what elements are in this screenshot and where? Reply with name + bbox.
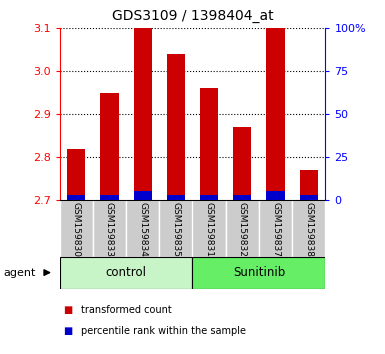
Text: GSM159832: GSM159832 — [238, 202, 247, 257]
Bar — [67, 195, 85, 200]
Bar — [126, 200, 159, 257]
Text: GSM159833: GSM159833 — [105, 202, 114, 257]
Bar — [192, 200, 226, 257]
Bar — [93, 200, 126, 257]
Bar — [200, 88, 218, 200]
Text: GSM159835: GSM159835 — [171, 202, 181, 257]
Bar — [192, 257, 325, 289]
Bar — [60, 257, 192, 289]
Text: transformed count: transformed count — [81, 305, 172, 315]
Bar — [67, 149, 85, 200]
Bar — [233, 195, 251, 200]
Text: GSM159834: GSM159834 — [138, 202, 147, 257]
Text: percentile rank within the sample: percentile rank within the sample — [81, 326, 246, 336]
Bar — [266, 28, 285, 200]
Bar — [100, 93, 119, 200]
Text: agent: agent — [4, 268, 36, 278]
Bar — [60, 200, 93, 257]
Text: Sunitinib: Sunitinib — [233, 266, 285, 279]
Bar — [167, 195, 185, 200]
Bar — [266, 190, 285, 200]
Bar — [292, 200, 325, 257]
Bar — [226, 200, 259, 257]
Text: GSM159831: GSM159831 — [204, 202, 214, 257]
Text: GSM159837: GSM159837 — [271, 202, 280, 257]
Text: ■: ■ — [64, 326, 73, 336]
Text: ■: ■ — [64, 305, 73, 315]
Text: GSM159838: GSM159838 — [304, 202, 313, 257]
Bar — [100, 195, 119, 200]
Bar — [200, 195, 218, 200]
Bar — [167, 54, 185, 200]
Bar — [134, 28, 152, 200]
Bar — [159, 200, 192, 257]
Bar — [233, 127, 251, 200]
Text: control: control — [105, 266, 147, 279]
Bar — [300, 195, 318, 200]
Bar — [300, 170, 318, 200]
Text: GSM159830: GSM159830 — [72, 202, 81, 257]
Bar — [259, 200, 292, 257]
Bar — [134, 190, 152, 200]
Text: GDS3109 / 1398404_at: GDS3109 / 1398404_at — [112, 9, 273, 23]
